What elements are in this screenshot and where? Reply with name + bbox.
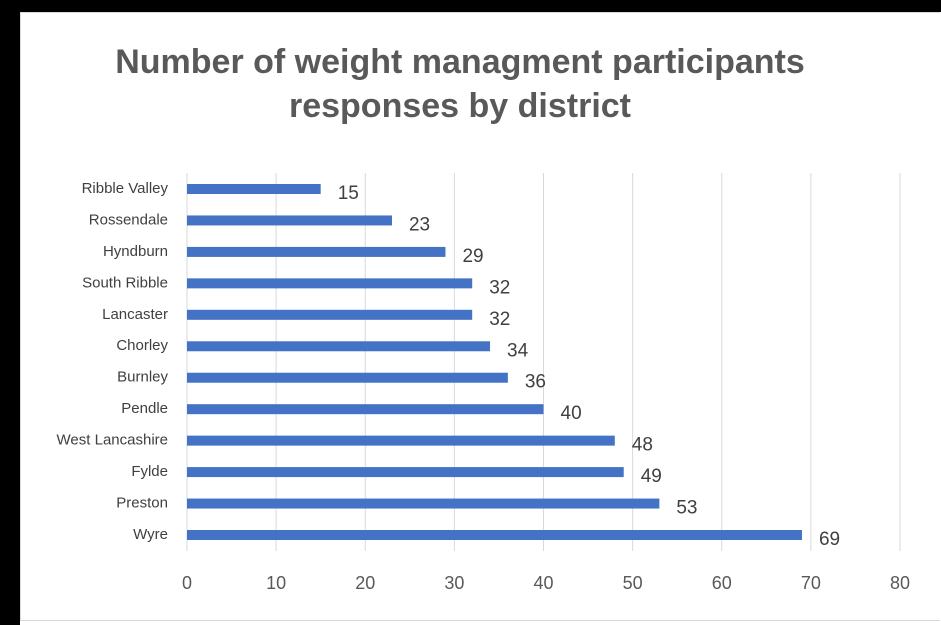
bar: [187, 278, 473, 289]
y-tick-label: Ribble Valley: [82, 180, 169, 197]
data-label: 40: [561, 403, 582, 424]
data-label: 48: [632, 435, 653, 456]
bar: [187, 372, 508, 383]
bar: [187, 184, 321, 194]
y-tick-label: Burnley: [117, 369, 168, 386]
data-label: 32: [489, 309, 510, 330]
data-label: 32: [489, 277, 510, 298]
y-tick-label: Rossendale: [89, 211, 168, 228]
data-label: 36: [525, 372, 546, 393]
y-tick-label: Wyre: [133, 526, 168, 543]
chart-border: [20, 12, 940, 621]
y-tick-label: Pendle: [121, 400, 168, 417]
y-tick-label: Preston: [116, 495, 168, 512]
y-tick-label: Fylde: [131, 463, 168, 480]
data-label: 53: [676, 498, 697, 519]
bar: [187, 467, 624, 478]
x-tick-label: 0: [182, 573, 192, 593]
bar: [187, 246, 446, 257]
data-label: 49: [641, 466, 662, 487]
bar: [187, 309, 473, 320]
y-tick-label: South Ribble: [82, 274, 168, 291]
data-label: 34: [507, 340, 529, 361]
y-tick-label: Lancaster: [102, 306, 168, 323]
x-tick-label: 30: [444, 573, 464, 593]
x-tick-label: 50: [623, 573, 643, 593]
bar: [187, 341, 491, 352]
bar: [187, 435, 615, 446]
y-tick-label: Chorley: [116, 337, 168, 354]
x-tick-label: 40: [533, 573, 553, 593]
data-label: 15: [338, 183, 359, 204]
x-tick-label: 60: [712, 573, 732, 593]
data-label: 23: [409, 214, 430, 235]
x-tick-label: 70: [801, 573, 821, 593]
bar: [187, 215, 392, 226]
bar: [187, 498, 660, 509]
x-tick-label: 80: [890, 573, 910, 593]
bar: [187, 404, 544, 415]
chart-panel: [20, 12, 941, 625]
data-label: 69: [819, 529, 840, 550]
bar: [187, 530, 802, 540]
y-tick-label: Hyndburn: [103, 243, 168, 260]
x-tick-label: 10: [266, 573, 286, 593]
chart-title: Number of weight managment participants …: [115, 43, 805, 125]
data-label: 29: [462, 246, 483, 267]
x-tick-label: 20: [355, 573, 375, 593]
y-tick-label: West Lancashire: [57, 432, 168, 449]
